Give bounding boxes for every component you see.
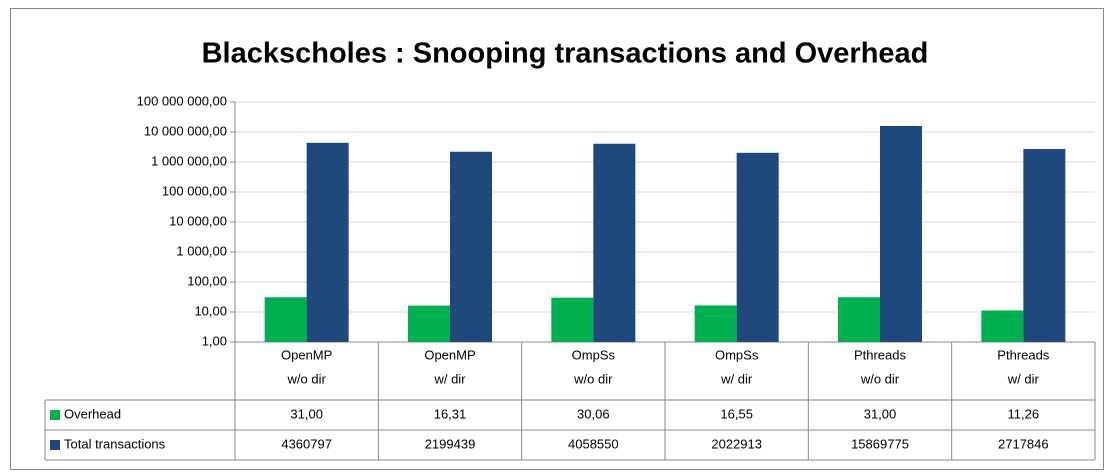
x-tick-label: w/ dir — [720, 371, 753, 386]
y-tick-label: 10,00 — [194, 303, 227, 318]
bar — [1023, 148, 1066, 342]
bar — [736, 152, 779, 342]
table-cell: 30,06 — [577, 406, 610, 421]
table-cell: 16,55 — [720, 406, 753, 421]
bar — [694, 305, 737, 342]
legend-label: Overhead — [64, 406, 121, 421]
table-cell: 2022913 — [711, 436, 762, 451]
x-tick-label: Pthreads — [997, 347, 1050, 362]
y-tick-label: 10 000,00 — [169, 213, 227, 228]
table-cell: 2199439 — [425, 436, 476, 451]
x-tick-label: w/o dir — [860, 371, 900, 386]
table-cell: 11,26 — [1008, 406, 1040, 421]
bar — [264, 297, 307, 342]
legend-label: Total transactions — [64, 436, 166, 451]
y-tick-label: 100 000 000,00 — [137, 93, 227, 108]
bar — [981, 310, 1024, 342]
bar — [551, 297, 594, 342]
y-tick-label: 100 000,00 — [162, 183, 227, 198]
x-tick-label: w/o dir — [573, 371, 613, 386]
x-tick-label: OpenMP — [424, 347, 475, 362]
x-tick-label: OmpSs — [572, 347, 616, 362]
legend-swatch — [50, 440, 60, 450]
bar — [838, 297, 880, 342]
x-tick-label: w/ dir — [1007, 371, 1040, 386]
legend-swatch — [50, 410, 60, 420]
table-cell: 15869775 — [851, 436, 909, 451]
bar — [408, 305, 450, 342]
x-tick-label: OmpSs — [715, 347, 759, 362]
table-cell: 31,00 — [864, 406, 897, 421]
table-cell: 31,00 — [290, 406, 323, 421]
y-tick-label: 10 000 000,00 — [144, 123, 227, 138]
table-cell: 4058550 — [568, 436, 619, 451]
bar — [880, 125, 922, 342]
table-cell: 4360797 — [281, 436, 332, 451]
bar — [593, 143, 636, 342]
y-tick-label: 100,00 — [187, 273, 227, 288]
x-tick-label: w/o dir — [287, 371, 327, 386]
table-cell: 2717846 — [998, 436, 1049, 451]
table-cell: 16,31 — [434, 406, 467, 421]
y-tick-label: 1,00 — [202, 333, 227, 348]
x-tick-label: Pthreads — [854, 347, 907, 362]
y-tick-label: 1 000 000,00 — [151, 153, 227, 168]
chart-title: Blackscholes : Snooping transactions and… — [202, 38, 929, 70]
bar — [450, 151, 492, 342]
bar — [306, 142, 349, 342]
y-tick-label: 1 000,00 — [176, 243, 227, 258]
x-tick-label: OpenMP — [281, 347, 332, 362]
x-tick-label: w/ dir — [433, 371, 466, 386]
